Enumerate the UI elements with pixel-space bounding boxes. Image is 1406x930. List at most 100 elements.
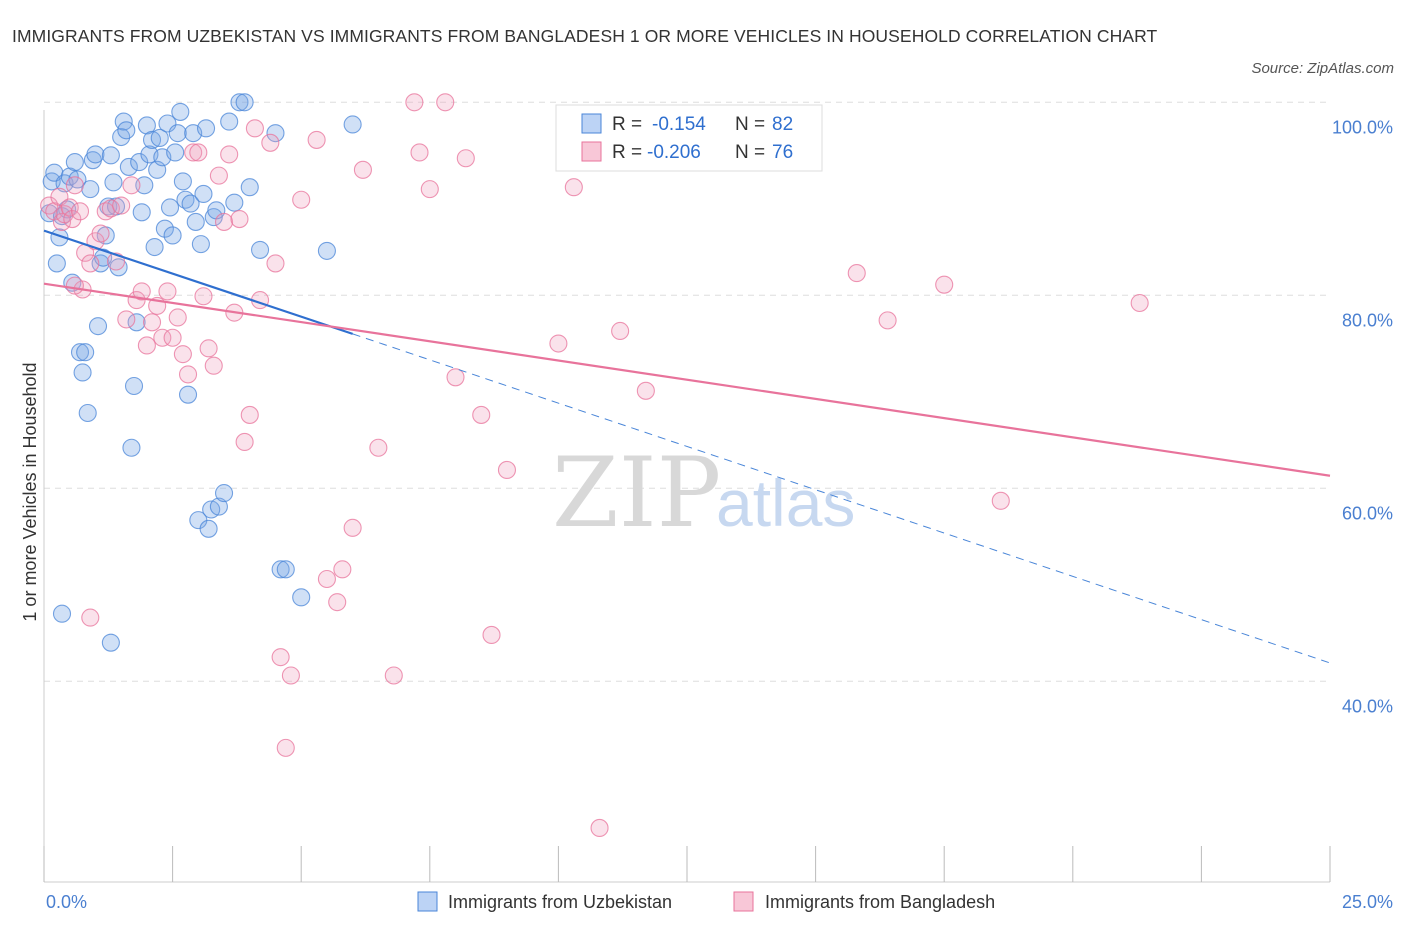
legend-n-value-1: 82 [772,114,793,135]
data-point-uzbekistan [70,343,90,362]
data-point-uzbekistan [155,219,174,238]
data-point-uzbekistan [181,194,200,213]
data-point-bangladesh [847,264,866,283]
data-point-bangladesh [220,145,239,164]
grid-layer [44,101,1330,682]
data-point-uzbekistan [137,116,156,135]
data-point-uzbekistan [163,226,182,245]
legend-swatch-uzbekistan [581,113,602,134]
data-point-uzbekistan [235,93,254,112]
data-point-bangladesh [60,198,79,217]
y-tick-label: 60.0% [1342,503,1393,523]
y-tick-label: 100.0% [1332,117,1393,137]
data-point-bangladesh [261,133,280,152]
data-point-bangladesh [235,432,254,452]
data-point-bangladesh [168,308,187,327]
data-point-bangladesh [590,818,609,838]
data-point-uzbekistan [317,241,336,260]
legend-n-label-2: N = [735,142,765,163]
data-point-uzbekistan [86,145,105,164]
data-point-uzbekistan [196,119,216,138]
data-point-bangladesh [292,190,311,209]
data-point-uzbekistan [73,363,92,382]
y-tick-label: 40.0% [1342,696,1393,716]
data-point-bangladesh [117,310,136,329]
legend-r-label-1: R = [612,114,642,135]
data-point-bangladesh [122,176,141,195]
data-point-uzbekistan [292,588,311,607]
data-point-bangladesh [70,202,90,221]
data-point-bangladesh [230,209,249,229]
data-point-uzbekistan [166,143,185,162]
data-point-uzbekistan [132,203,151,222]
watermark-zip: ZIP [552,437,721,549]
data-point-bangladesh [153,328,172,347]
data-point-bangladesh [137,336,156,355]
data-point-bangladesh [317,569,336,589]
legend-r-value-1: -0.154 [652,114,706,135]
data-point-bangladesh [199,339,218,358]
data-point-bangladesh [266,254,285,273]
data-point-bangladesh [204,356,223,375]
data-point-bangladesh [281,666,300,685]
data-point-bangladesh [878,311,897,330]
data-point-bangladesh [276,738,295,757]
data-point-uzbekistan [47,254,66,273]
data-point-bangladesh [81,254,100,273]
data-point-bangladesh [343,518,362,537]
data-point-bangladesh [240,405,259,424]
data-point-bangladesh [564,178,583,197]
data-point-uzbekistan [145,237,164,257]
trend-line-uzbekistan [43,229,353,335]
data-point-bangladesh [333,560,352,579]
data-point-uzbekistan [50,228,69,247]
legend-r-label-2: R = [612,142,642,163]
data-point-bangladesh [112,196,131,215]
legend-swatch-bangladesh [581,141,602,162]
data-point-bangladesh [194,287,213,306]
data-point-bangladesh [178,365,198,384]
data-point-uzbekistan [186,212,205,231]
data-point-uzbekistan [104,173,123,192]
bottom-legend-swatch-uzbekistan [417,891,438,912]
data-point-bangladesh [1130,293,1149,313]
data-point-bangladesh [420,180,439,199]
axis-layer: 40.0% 60.0% 80.0% 100.0% 0.0% 25.0% [43,110,1393,912]
watermark: ZIP atlas [552,437,855,549]
trend-line-bangladesh [43,282,1331,477]
data-point-bangladesh [65,276,84,295]
data-point-uzbekistan [135,176,154,195]
data-point-uzbekistan [250,240,270,259]
data-point-bangladesh [65,176,84,195]
data-point-bangladesh [91,224,110,243]
data-point-bangladesh [446,368,465,387]
data-point-uzbekistan [343,115,362,134]
data-point-bangladesh [173,345,192,364]
data-point-bangladesh [132,282,151,301]
data-point-bangladesh [482,625,501,645]
data-point-bangladesh [410,143,429,162]
data-point-bangladesh [189,143,208,162]
data-point-bangladesh [245,119,264,138]
data-point-bangladesh [353,160,372,179]
data-point-bangladesh [405,93,424,112]
data-point-bangladesh [163,328,182,347]
data-point-bangladesh [271,648,290,667]
data-point-uzbekistan [194,184,213,204]
legend-n-label-1: N = [735,114,765,135]
bottom-legend-swatch-bangladesh [733,891,754,912]
data-point-uzbekistan [220,112,239,131]
data-point-bangladesh [935,275,954,294]
data-point-uzbekistan [173,172,192,191]
data-point-bangladesh [611,321,630,341]
data-point-uzbekistan [117,121,136,140]
data-point-bangladesh [636,381,655,400]
data-point-uzbekistan [101,633,120,652]
watermark-atlas: atlas [716,466,855,540]
legend-r-value-2: -0.206 [647,142,701,163]
data-point-uzbekistan [191,235,210,254]
data-point-uzbekistan [160,198,180,217]
data-point-bangladesh [81,608,100,627]
data-point-uzbekistan [78,403,97,423]
